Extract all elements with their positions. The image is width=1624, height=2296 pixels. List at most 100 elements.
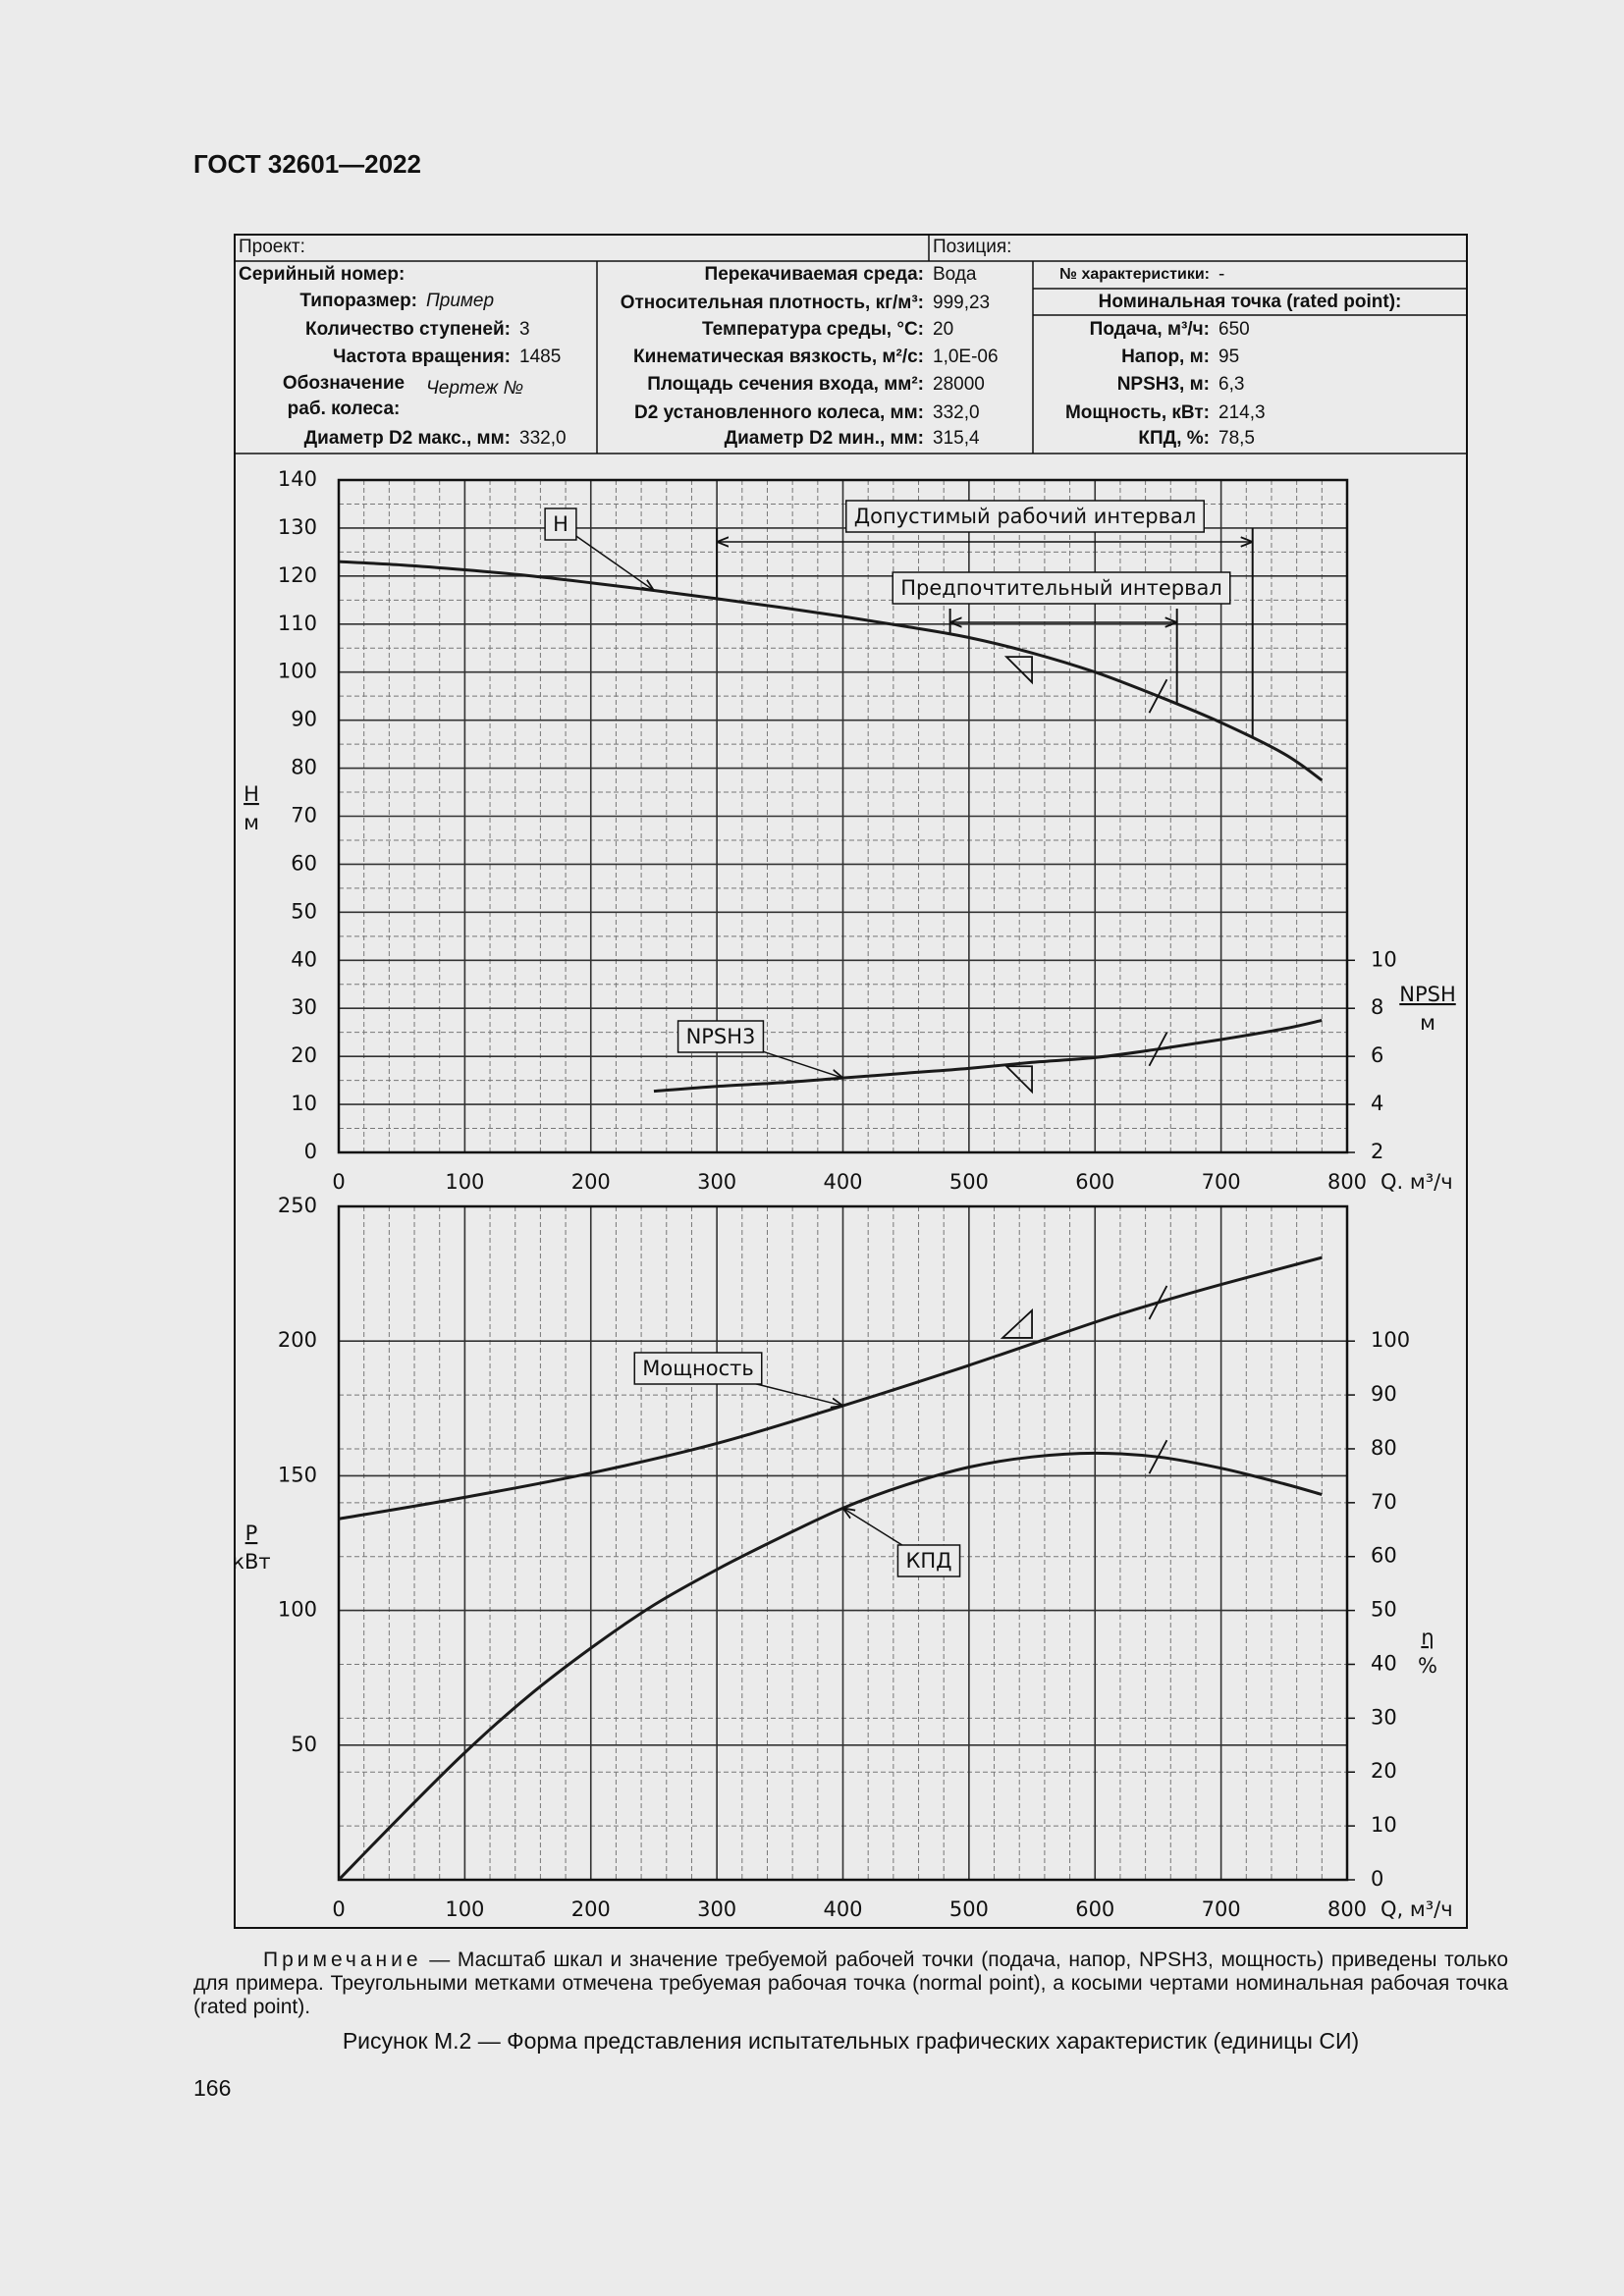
table-value: 1,0E-06 <box>933 347 999 367</box>
y2-tick-label: 20 <box>1371 1759 1397 1783</box>
table-label: Подача, м³/ч: <box>1089 319 1210 340</box>
note-text: — Масштаб шкал и значение требуемой рабо… <box>193 1949 1508 2018</box>
x-tick-label: 600 <box>1075 1897 1114 1921</box>
y-tick-label: 20 <box>291 1043 317 1067</box>
series-label: NPSH3 <box>686 1025 756 1048</box>
y-axis-label: H <box>244 782 259 806</box>
rated-point-mark <box>1148 678 1168 714</box>
y2-tick-label: 30 <box>1371 1705 1397 1729</box>
y-tick-label: 90 <box>291 708 317 731</box>
header-title: ГОСТ 32601—2022 <box>193 149 421 179</box>
table-value: 214,3 <box>1218 402 1266 423</box>
x-tick-label: 600 <box>1075 1170 1114 1194</box>
x-tick-label: 700 <box>1202 1170 1241 1194</box>
table-value: Пример <box>426 291 495 311</box>
y2-tick-label: 4 <box>1371 1092 1383 1115</box>
y-tick-label: 200 <box>278 1328 317 1352</box>
y2-tick-label: 100 <box>1371 1328 1410 1352</box>
y-tick-label: 50 <box>291 899 317 923</box>
y-tick-label: 100 <box>278 660 317 683</box>
series-line <box>337 1451 1323 1882</box>
y-tick-label: 130 <box>278 515 317 539</box>
table-label: Температура среды, °С: <box>701 319 924 340</box>
y-tick-label: 120 <box>278 563 317 587</box>
table-label: Площадь сечения входа, мм²: <box>647 374 924 395</box>
x-tick-label: 0 <box>332 1897 345 1921</box>
table-value: 3 <box>519 319 530 340</box>
table-label: Номинальная точка (rated point): <box>1098 292 1402 312</box>
table-label: NPSH3, м: <box>1116 374 1210 395</box>
series-line <box>653 1018 1323 1094</box>
table-label: Мощность, кВт: <box>1064 402 1210 423</box>
x-tick-label: 200 <box>571 1897 611 1921</box>
y2-tick-label: 10 <box>1371 947 1397 971</box>
table-label: Обозначение раб. колеса: <box>282 373 406 419</box>
y2-tick-label: 10 <box>1371 1813 1397 1837</box>
y2-axis-unit: м <box>1420 1011 1435 1035</box>
frame <box>234 234 1468 1929</box>
y2-axis-unit: % <box>1418 1654 1437 1678</box>
interval-label: Допустимый рабочий интервал <box>854 505 1197 528</box>
x-tick-label: 300 <box>697 1170 736 1194</box>
table-label: Диаметр D2 мин., мм: <box>724 428 924 449</box>
x-tick-label: 0 <box>332 1170 345 1194</box>
table-label: Диаметр D2 макс., мм: <box>303 428 511 449</box>
table-label: № характеристики: <box>1059 266 1210 283</box>
table-label: Кинематическая вязкость, м²/с: <box>632 347 924 367</box>
y-tick-label: 110 <box>278 612 317 635</box>
series-line <box>338 560 1324 782</box>
table-value: 650 <box>1218 319 1250 340</box>
y2-tick-label: 80 <box>1371 1436 1397 1460</box>
y-tick-label: 100 <box>278 1598 317 1622</box>
callout-box <box>544 507 577 541</box>
interval-box <box>892 571 1231 605</box>
rated-point-mark <box>1148 1285 1168 1320</box>
y2-axis-label: η <box>1421 1626 1434 1649</box>
y2-tick-label: 8 <box>1371 995 1383 1019</box>
y-tick-label: 0 <box>304 1140 317 1163</box>
y-tick-label: 150 <box>278 1463 317 1486</box>
x-tick-label: 400 <box>823 1170 862 1194</box>
table-label: Серийный номер: <box>239 264 406 285</box>
x-axis-label: Q, м³/ч <box>1380 1897 1453 1921</box>
rated-point-mark <box>1148 1439 1168 1474</box>
y-axis-unit: м <box>244 811 259 834</box>
table-value: 78,5 <box>1218 428 1255 449</box>
table-label: Напор, м: <box>1121 347 1210 367</box>
series-label: КПД <box>905 1549 951 1573</box>
y-tick-label: 250 <box>278 1194 317 1217</box>
x-tick-label: 700 <box>1202 1897 1241 1921</box>
table-label: Перекачиваемая среда: <box>704 264 924 285</box>
table-value: 6,3 <box>1218 374 1245 395</box>
y2-tick-label: 60 <box>1371 1544 1397 1568</box>
table-value: Чертеж № <box>426 378 524 399</box>
x-tick-label: 100 <box>445 1897 484 1921</box>
table-value: 332,0 <box>519 428 567 449</box>
plot-frame <box>337 1204 1349 1882</box>
table-value: 20 <box>933 319 954 340</box>
x-tick-label: 800 <box>1327 1170 1367 1194</box>
table-position: Позиция: <box>933 237 1012 257</box>
page-number: 166 <box>193 2075 232 2101</box>
table-value: - <box>1218 264 1225 285</box>
table-value: 315,4 <box>933 428 980 449</box>
y-axis-unit: кВт <box>232 1550 270 1574</box>
table-project: Проект: <box>239 237 305 257</box>
series-label: H <box>553 512 568 536</box>
table-value: 1485 <box>519 347 562 367</box>
table-value: 999,23 <box>933 293 991 313</box>
table-label: Частота вращения: <box>333 347 511 367</box>
table-label: КПД, %: <box>1138 428 1210 449</box>
y-tick-label: 70 <box>291 804 317 828</box>
y-tick-label: 50 <box>291 1733 317 1756</box>
y-tick-label: 60 <box>291 851 317 875</box>
note-label: Примечание <box>263 1949 422 1971</box>
y-axis-label: P <box>245 1522 258 1545</box>
series-line <box>338 1255 1323 1521</box>
y2-axis-label: NPSH <box>1399 983 1456 1006</box>
x-axis-label: Q. м³/ч <box>1380 1170 1453 1194</box>
y2-tick-label: 70 <box>1371 1490 1397 1514</box>
table-label: Относительная плотность, кг/м³: <box>620 293 924 313</box>
